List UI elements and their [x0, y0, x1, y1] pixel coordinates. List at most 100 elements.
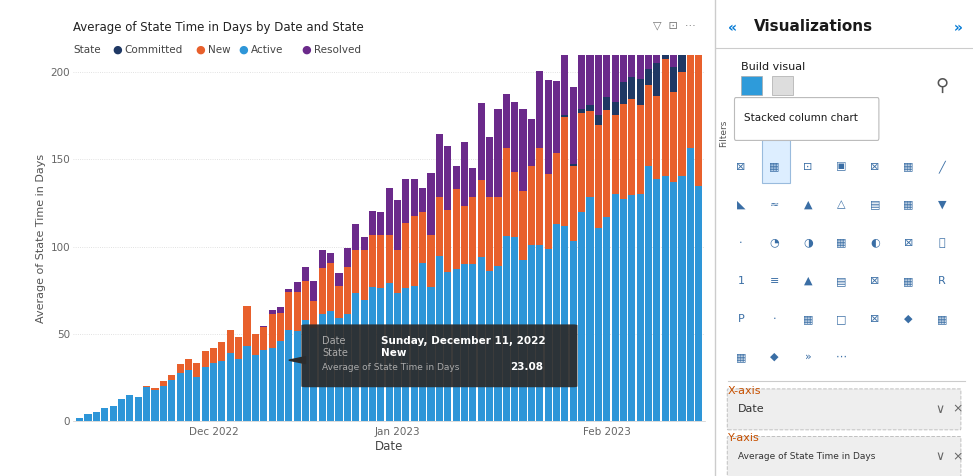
Bar [218, 361, 226, 421]
Bar [419, 212, 426, 263]
Bar [695, 22, 703, 55]
Bar [427, 235, 435, 288]
Bar [252, 334, 259, 356]
Bar [436, 197, 443, 256]
Text: Build visual: Build visual [741, 62, 806, 72]
Bar [636, 79, 644, 105]
Bar [327, 263, 334, 311]
Text: ◔: ◔ [770, 238, 779, 248]
Text: R: R [938, 276, 946, 286]
Bar [653, 179, 661, 421]
Bar [678, 71, 686, 176]
Text: ●: ● [302, 44, 311, 54]
Text: State: State [322, 348, 348, 358]
Text: ⊡: ⊡ [804, 161, 812, 172]
Bar [343, 268, 351, 314]
Bar [385, 283, 393, 421]
Bar [327, 311, 334, 421]
Bar [445, 146, 451, 210]
Text: ●: ● [196, 44, 205, 54]
Bar [411, 216, 417, 286]
Bar [578, 212, 585, 421]
X-axis label: Date: Date [375, 440, 404, 453]
Bar [687, 149, 694, 421]
Bar [310, 301, 317, 328]
Bar [603, 0, 610, 97]
Bar [285, 330, 292, 421]
Bar [452, 189, 459, 269]
Bar [361, 237, 368, 250]
Bar [511, 172, 519, 237]
Bar [645, 69, 652, 85]
Bar [260, 350, 268, 421]
Polygon shape [289, 357, 306, 364]
Text: Date: Date [739, 404, 765, 415]
Text: ◆: ◆ [904, 314, 913, 324]
Bar [528, 119, 535, 166]
Bar [595, 115, 602, 125]
Bar [403, 179, 410, 223]
Text: X-axis: X-axis [728, 386, 762, 396]
Bar [478, 103, 485, 179]
Bar [670, 0, 677, 67]
Bar [587, 106, 594, 111]
Bar [269, 310, 275, 314]
Text: P: P [738, 314, 744, 324]
Bar [452, 166, 459, 189]
Text: ⋅: ⋅ [739, 238, 742, 248]
Bar [235, 359, 242, 421]
Bar [603, 217, 610, 421]
Bar [545, 174, 552, 249]
Bar [569, 164, 577, 166]
Bar [503, 148, 510, 236]
Bar [294, 282, 301, 292]
Bar [611, 102, 619, 115]
Bar [578, 113, 585, 212]
Text: △: △ [837, 199, 846, 210]
Text: 1: 1 [738, 276, 744, 286]
Bar [653, 11, 661, 63]
Bar [494, 266, 501, 421]
Bar [277, 341, 284, 421]
Bar [369, 211, 376, 235]
Bar [678, 0, 686, 42]
Bar [687, 0, 694, 18]
Text: ▤: ▤ [836, 276, 847, 286]
Bar [620, 82, 627, 104]
Bar [285, 288, 292, 292]
Bar [227, 353, 234, 421]
Bar [218, 342, 226, 361]
Bar [469, 264, 477, 421]
Text: ▽  ⊡  ···: ▽ ⊡ ··· [653, 20, 696, 30]
Text: ∨: ∨ [935, 403, 944, 416]
Bar [545, 249, 552, 421]
Bar [101, 407, 108, 421]
Bar [378, 235, 384, 288]
Text: Resolved: Resolved [314, 45, 361, 55]
Text: ⋅: ⋅ [773, 314, 776, 324]
Bar [587, 0, 594, 106]
Bar [603, 97, 610, 110]
Bar [629, 99, 635, 195]
Bar [461, 142, 468, 206]
Bar [269, 314, 275, 347]
FancyBboxPatch shape [727, 436, 961, 476]
Bar [419, 188, 426, 212]
Bar [260, 327, 268, 350]
Bar [277, 307, 284, 313]
Bar [235, 337, 242, 359]
Bar [645, 0, 652, 69]
Text: Active: Active [251, 45, 283, 55]
Bar [520, 109, 526, 191]
Bar [343, 248, 351, 268]
Bar [569, 166, 577, 241]
Bar [252, 356, 259, 421]
Bar [595, 19, 602, 115]
Text: ▣: ▣ [836, 161, 847, 172]
Bar [611, 195, 619, 421]
Bar [670, 181, 677, 421]
Bar [611, 115, 619, 195]
Bar [553, 224, 560, 421]
Text: »: » [805, 352, 811, 362]
Bar [168, 380, 175, 421]
